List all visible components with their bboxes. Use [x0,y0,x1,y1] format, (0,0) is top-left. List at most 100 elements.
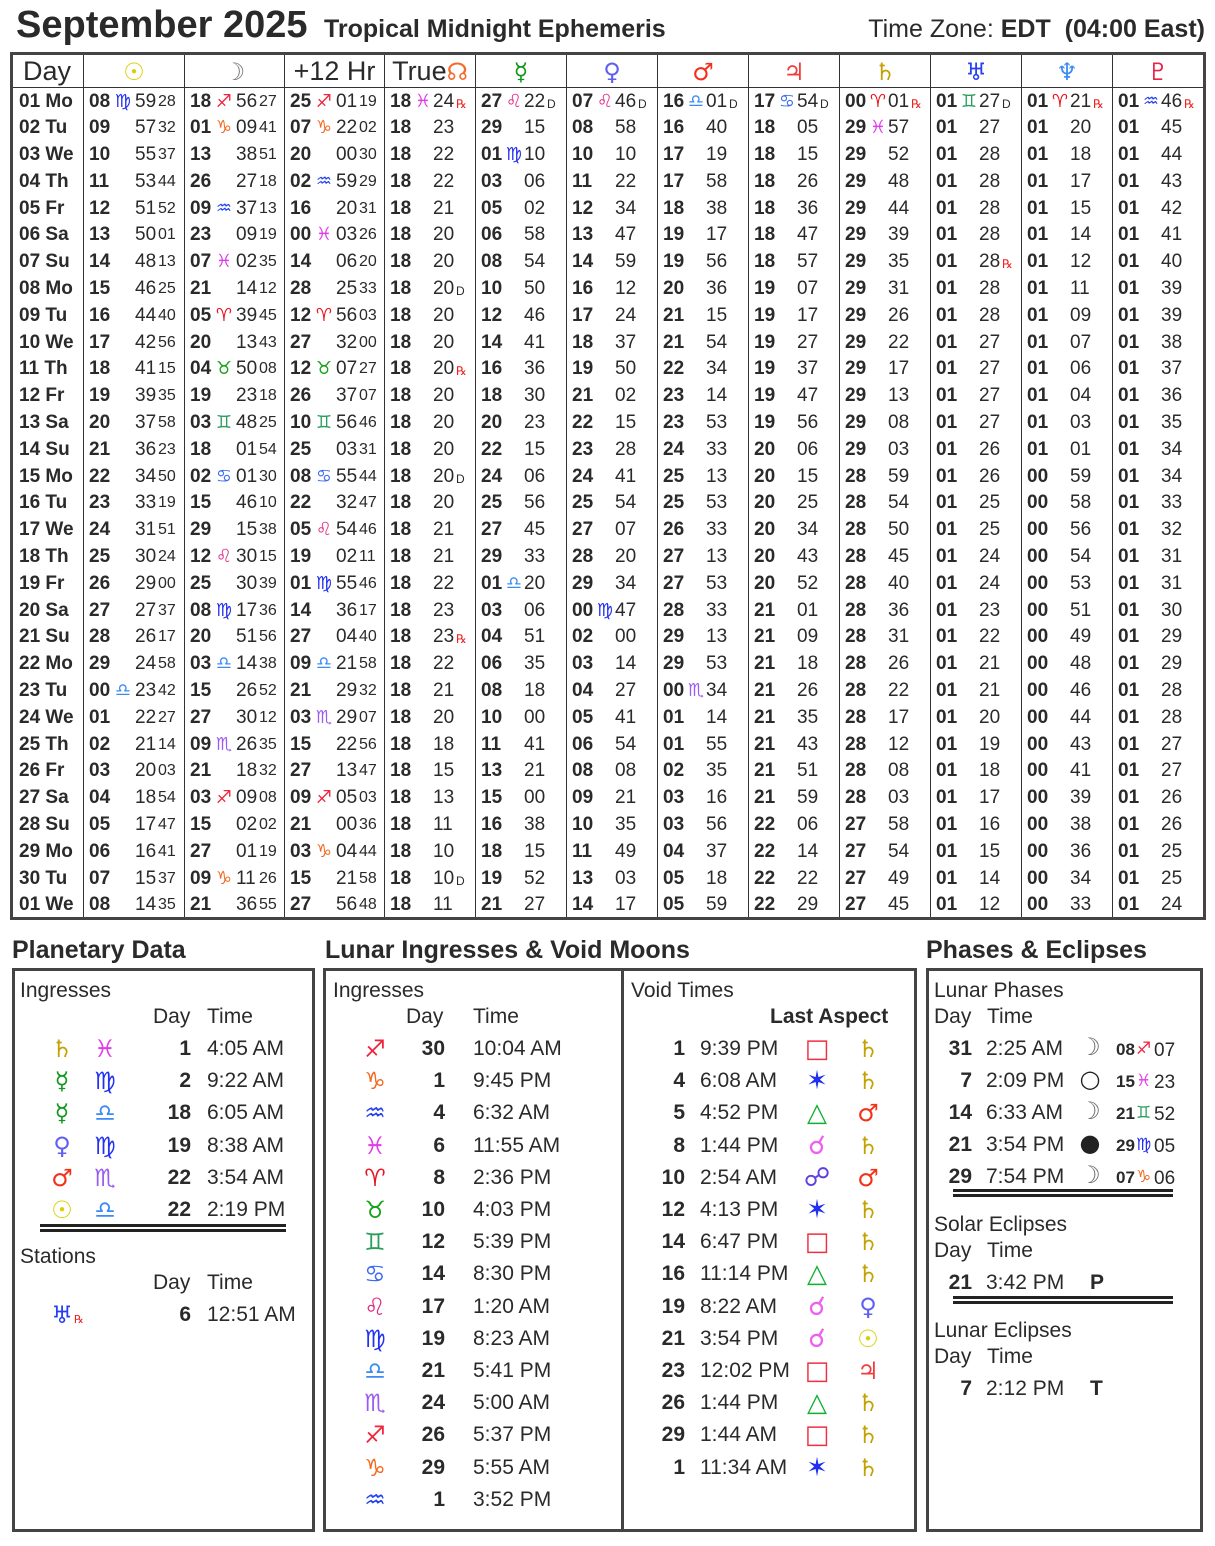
position-cell: 08 18 [475,677,567,704]
minutes: 22 [797,867,819,889]
position-cell: 21 35 [748,703,840,731]
degrees: 01 [936,787,958,809]
position-cell: 28 08 [839,757,931,785]
position-cell: 28 22 [839,677,931,704]
minutes: 50 [236,358,258,380]
position-cell: 25 53 [657,489,749,517]
degrees: 21 [190,894,212,916]
column-header: ☽ [184,53,285,88]
station-time: 12:51 AM [207,1303,296,1326]
day-cell: 24 We [11,703,84,731]
day-cell: 15 Mo [11,462,84,490]
capricorn-icon: ♑ [315,117,333,139]
day-column-header: Day [934,1345,972,1368]
degrees: 21 [290,814,312,836]
position-cell: 23 14 [657,382,749,410]
position-cell: 01 36 [1112,382,1205,410]
position-cell: 01 ♊ 27 D [930,87,1022,115]
minutes: 20 [433,224,455,246]
mars-icon: ♂ [692,57,714,86]
day-cell: 27 Sa [11,784,84,812]
degrees: 01 [936,546,958,568]
minutes: 17 [888,358,910,380]
seconds: 40 [158,306,176,324]
position-cell: 22 22 [748,864,840,892]
minutes: 38 [1161,331,1183,353]
seconds: 44 [359,467,377,485]
degrees: 01 [1027,197,1049,219]
degrees: 29 [845,358,867,380]
lunar-ingress-day: 17 [421,1294,445,1318]
day-label: 29 Mo [19,840,73,862]
minutes: 23 [433,117,455,139]
seconds: 47 [158,816,176,834]
position-cell: 03 ♊ 48 25 [184,409,285,436]
pisces-icon: ♓ [94,1035,116,1063]
minutes: 38 [706,197,728,219]
degrees: 00 [1027,814,1049,836]
position-cell: 18 22 [384,167,476,195]
degrees: 29 [845,224,867,246]
degrees: 18 [390,519,412,541]
lunar-ingress-time: 4:03 PM [473,1198,552,1221]
venus-icon: ♀ [53,1131,71,1160]
position-cell: 19 56 [657,248,749,276]
degrees: 10 [290,412,312,434]
minutes: 41 [1070,760,1092,782]
position-cell: 01 30 [1112,596,1205,624]
degrees: 21 [663,331,685,353]
minutes: 21 [135,733,157,755]
position-cell: 21 14 12 [184,275,285,302]
position-cell: 21 43 [748,730,840,758]
degrees: 00 [845,91,867,112]
position-cell: 01 18 [1021,141,1113,168]
degrees: 15 [190,680,212,702]
eclipse-time: 3:42 PM [986,1271,1065,1294]
void-day: 23 [661,1359,685,1382]
time-zone-offset: (04:00 East) [1064,15,1205,43]
minutes: 32 [336,331,358,353]
position-cell: 19 37 [748,355,840,383]
degrees: 27 [845,867,867,889]
scorpio-icon: ♏ [94,1163,116,1192]
degrees: 18 [754,117,776,139]
position-cell: 21 59 [748,784,840,812]
minutes: 03 [1070,412,1092,434]
degrees: 21 [572,385,594,407]
position-cell: 18 20 [384,248,476,276]
degrees: 07 [572,91,594,112]
seconds: 11 [359,548,376,566]
minutes: 50 [615,358,637,380]
position-cell: 01 20 [1021,114,1113,142]
lunar-phases-heading: Lunar Phases [934,979,1064,1002]
minutes: 39 [1161,278,1183,300]
minutes: 46 [524,304,546,326]
degrees: 01 [89,706,111,728]
position-cell: 27 53 [657,569,749,597]
degrees: 29 [845,412,867,434]
degrees: 21 [190,760,212,782]
position-cell: 15 22 56 [284,730,385,758]
minutes: 43 [1161,170,1183,192]
minutes: 59 [336,170,358,192]
position-cell: 21 18 32 [184,757,285,785]
aries-icon: ♈ [215,304,233,326]
seconds: 00 [359,333,377,351]
degrees: 01 [936,492,958,514]
seconds: 26 [359,226,377,244]
degrees: 01 [1118,599,1140,621]
position-cell: 04 ♉ 50 08 [184,355,285,383]
degrees: 20 [754,546,776,568]
minutes: 53 [706,653,728,675]
lunar-ingress-day: 1 [433,1069,445,1093]
degrees: 28 [845,519,867,541]
position-cell: 13 38 51 [184,141,285,168]
stations-heading: Stations [20,1245,96,1268]
degrees: 29 [845,251,867,273]
position-cell: 01 17 [930,784,1022,812]
degrees: 01 [936,224,958,246]
position-cell: 21 01 [748,596,840,624]
seconds: 46 [359,414,377,432]
minutes: 15 [706,304,728,326]
position-cell: 12 ♉ 07 27 [284,355,385,383]
